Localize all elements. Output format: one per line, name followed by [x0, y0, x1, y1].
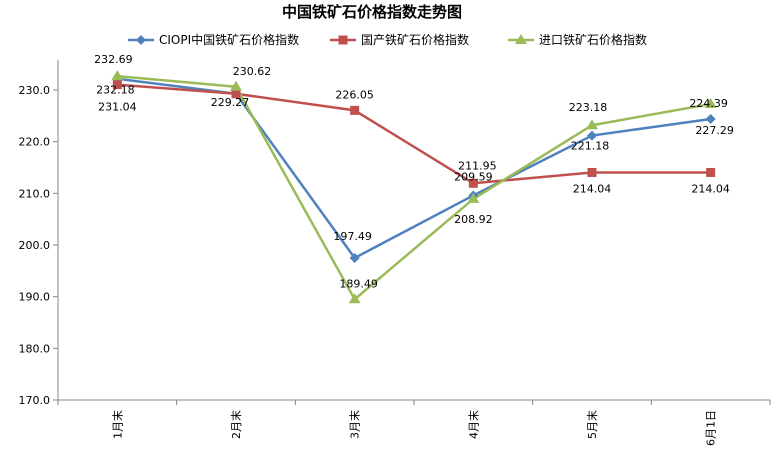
- x-tick-label: 3月末: [348, 410, 362, 439]
- data-label: 230.62: [233, 65, 272, 78]
- y-tick-label: 190.0: [19, 291, 51, 304]
- x-tick-label: 4月末: [466, 410, 480, 439]
- data-point: [468, 178, 478, 188]
- data-label: 223.18: [569, 101, 608, 114]
- x-tick-label: 2月末: [229, 410, 243, 439]
- data-label: 227.29: [695, 124, 734, 137]
- data-point: [705, 113, 716, 124]
- legend-marker-0: [136, 35, 146, 45]
- data-label: 214.04: [691, 182, 730, 195]
- legend-marker-1: [338, 35, 348, 45]
- legend: CIOPI中国铁矿石价格指数 国产铁矿石价格指数 进口铁矿石价格指数: [128, 32, 647, 47]
- legend-label-1: 国产铁矿石价格指数: [361, 32, 469, 47]
- data-point: [586, 119, 598, 130]
- data-label: 221.18: [571, 140, 610, 153]
- data-point: [230, 80, 242, 91]
- legend-marker-2: [515, 34, 527, 44]
- data-point: [112, 80, 122, 90]
- x-tick-label: 6月1日: [705, 410, 718, 446]
- data-label: 197.49: [333, 230, 372, 243]
- series-markers: [111, 70, 717, 304]
- data-label: 214.04: [573, 182, 612, 195]
- data-labels: 232.18 229.27 197.49 209.59 221.18 224.39 231.…: [94, 53, 734, 290]
- data-point: [350, 105, 360, 115]
- legend-label-0: CIOPI中国铁矿石价格指数: [159, 32, 299, 47]
- data-label: 226.05: [335, 88, 374, 101]
- x-tick-label: 5月末: [585, 410, 599, 439]
- x-tick-label: 1月末: [110, 410, 124, 439]
- data-label: 208.92: [454, 213, 493, 226]
- data-point: [467, 192, 480, 203]
- data-label: 189.49: [339, 277, 378, 290]
- data-point: [704, 98, 717, 109]
- series-line-1: [117, 83, 711, 185]
- data-point: [587, 167, 597, 177]
- y-tick-label: 210.0: [19, 187, 51, 200]
- data-point: [231, 89, 241, 99]
- data-point: [111, 70, 124, 81]
- y-tick-label: 200.0: [19, 239, 51, 252]
- data-label: 229.27: [211, 96, 250, 109]
- data-label: 211.95: [458, 159, 497, 172]
- y-tick-label: 230.0: [19, 84, 51, 97]
- data-point: [349, 252, 360, 263]
- data-label: 232.69: [94, 53, 133, 66]
- data-label: 209.59: [454, 170, 493, 183]
- legend-label-2: 进口铁矿石价格指数: [539, 32, 647, 47]
- y-tick-label: 170.0: [19, 394, 51, 407]
- y-axis: 170.0 180.0 190.0 200.0 210.0 220.0 230.0: [19, 60, 59, 407]
- chart-title: 中国铁矿石价格指数走势图: [282, 3, 462, 21]
- data-point: [587, 130, 597, 141]
- data-point: [348, 293, 361, 304]
- data-label: 224.39: [689, 97, 728, 110]
- series-lines: [117, 74, 711, 301]
- x-axis: 1月末 2月末 3月末 4月末 5月末 6月1日: [57, 399, 771, 446]
- data-label: 232.18: [96, 84, 135, 97]
- data-label: 231.04: [98, 101, 137, 114]
- y-tick-label: 180.0: [19, 342, 51, 355]
- y-tick-label: 220.0: [19, 136, 51, 149]
- series-line-2: [117, 74, 711, 301]
- series-line-0: [117, 77, 711, 260]
- data-point: [706, 167, 716, 177]
